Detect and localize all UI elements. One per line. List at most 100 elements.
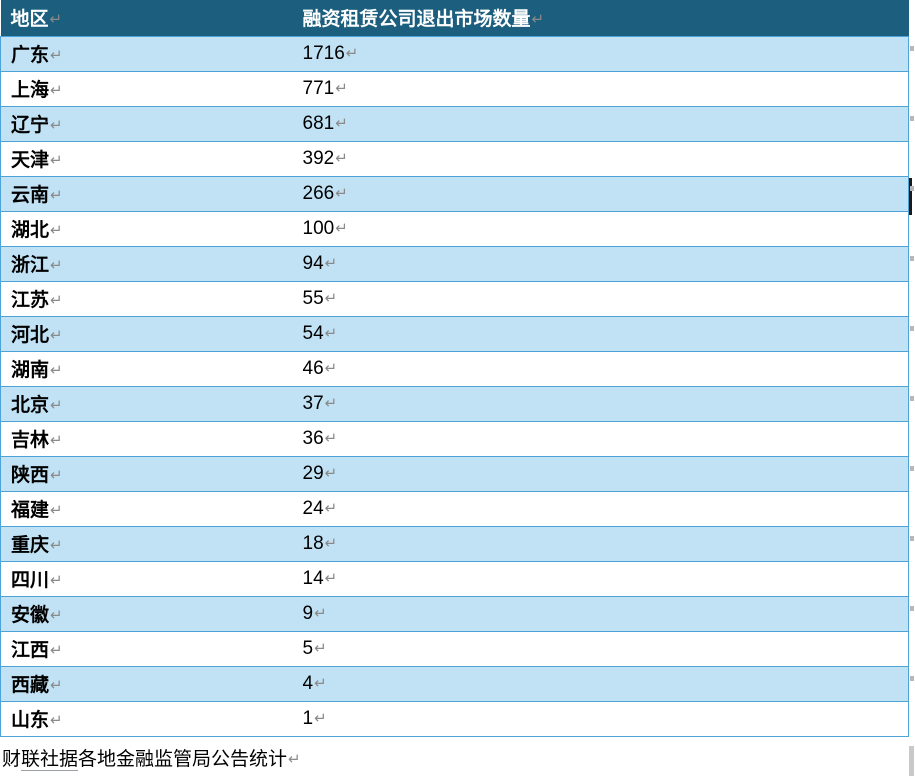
vertical-scrollbar-thumb[interactable] bbox=[909, 746, 914, 776]
cell-region-text: 上海 bbox=[11, 79, 50, 101]
cell-value[interactable]: 9↵ bbox=[292, 595, 909, 632]
paragraph-mark-icon: ↵ bbox=[50, 221, 63, 239]
cell-value-text: 29 bbox=[302, 462, 324, 484]
source-note-suffix: 各地金融监管局公告统计 bbox=[78, 748, 288, 770]
paragraph-mark-icon: ↵ bbox=[50, 46, 63, 64]
table-row: 吉林↵ 36↵ bbox=[0, 420, 909, 457]
column-header-value[interactable]: 融资租赁公司退出市场数量↵ bbox=[292, 0, 909, 36]
cell-value[interactable]: 37↵ bbox=[292, 385, 909, 422]
cell-region[interactable]: 江苏↵ bbox=[0, 280, 293, 317]
cell-region[interactable]: 重庆↵ bbox=[0, 525, 293, 562]
exit-count-table: 地区↵ 融资租赁公司退出市场数量↵ 广东↵ 1716↵ 上海↵ 771↵ 辽宁↵ 681↵… bbox=[0, 0, 909, 737]
paragraph-mark-icon: ↵ bbox=[50, 571, 63, 589]
table-header-row: 地区↵ 融资租赁公司退出市场数量↵ bbox=[0, 0, 909, 36]
paragraph-mark-icon: ↵ bbox=[335, 113, 348, 132]
paragraph-mark-icon: ↵ bbox=[50, 466, 63, 484]
paragraph-mark-icon: ↵ bbox=[345, 43, 359, 62]
cell-region-text: 安徽 bbox=[11, 604, 50, 626]
table-row: 天津↵ 392↵ bbox=[0, 140, 909, 177]
cell-region-text: 浙江 bbox=[11, 254, 50, 276]
cell-region[interactable]: 湖南↵ bbox=[0, 350, 293, 387]
table-row: 江西↵ 5↵ bbox=[0, 630, 909, 667]
cell-region[interactable]: 吉林↵ bbox=[0, 420, 293, 457]
cell-region-text: 陕西 bbox=[11, 464, 50, 486]
cell-region[interactable]: 安徽↵ bbox=[0, 595, 293, 632]
cell-value-text: 14 bbox=[302, 567, 324, 589]
table-row: 四川↵ 14↵ bbox=[0, 560, 909, 597]
cell-value[interactable]: 1↵ bbox=[292, 700, 909, 737]
cell-region[interactable]: 上海↵ bbox=[0, 70, 293, 107]
paragraph-mark-icon: ↵ bbox=[50, 641, 63, 659]
cell-region-text: 辽宁 bbox=[11, 114, 50, 136]
table-row: 湖北↵ 100↵ bbox=[0, 210, 909, 247]
cell-region[interactable]: 云南↵ bbox=[0, 175, 293, 212]
cell-value[interactable]: 54↵ bbox=[292, 315, 909, 352]
cell-region[interactable]: 山东↵ bbox=[0, 700, 293, 737]
cell-value-text: 4 bbox=[302, 672, 314, 694]
paragraph-mark-icon: ↵ bbox=[50, 326, 63, 344]
cell-value[interactable]: 29↵ bbox=[292, 455, 909, 492]
cell-value[interactable]: 266↵ bbox=[292, 175, 909, 212]
cell-region[interactable]: 江西↵ bbox=[0, 630, 293, 667]
paragraph-mark-icon: ↵ bbox=[335, 78, 348, 97]
cell-value-text: 1 bbox=[302, 707, 314, 729]
cell-region-text: 西藏 bbox=[11, 674, 50, 696]
cell-region[interactable]: 陕西↵ bbox=[0, 455, 293, 492]
cell-value[interactable]: 55↵ bbox=[292, 280, 909, 317]
cell-value[interactable]: 46↵ bbox=[292, 350, 909, 387]
cell-region-text: 山东 bbox=[11, 709, 50, 731]
cell-value[interactable]: 681↵ bbox=[292, 105, 909, 142]
column-header-region[interactable]: 地区↵ bbox=[0, 0, 293, 36]
table-row: 河北↵ 54↵ bbox=[0, 315, 909, 352]
cell-region[interactable]: 四川↵ bbox=[0, 560, 293, 597]
paragraph-mark-icon: ↵ bbox=[324, 498, 338, 517]
table-row: 西藏↵ 4↵ bbox=[0, 665, 909, 702]
paragraph-mark-icon: ↵ bbox=[50, 186, 63, 204]
cell-region[interactable]: 河北↵ bbox=[0, 315, 293, 352]
paragraph-mark-icon: ↵ bbox=[50, 501, 63, 519]
cell-value[interactable]: 392↵ bbox=[292, 140, 909, 177]
cell-value[interactable]: 94↵ bbox=[292, 245, 909, 282]
table-row: 重庆↵ 18↵ bbox=[0, 525, 909, 562]
cell-value-text: 392 bbox=[302, 147, 335, 169]
cell-value[interactable]: 5↵ bbox=[292, 630, 909, 667]
cell-value[interactable]: 24↵ bbox=[292, 490, 909, 527]
margin-tick-mark bbox=[910, 676, 914, 681]
cell-value-text: 36 bbox=[302, 427, 324, 449]
column-header-value-label: 融资租赁公司退出市场数量 bbox=[302, 8, 531, 31]
table-row: 安徽↵ 9↵ bbox=[0, 595, 909, 632]
cell-region[interactable]: 西藏↵ bbox=[0, 665, 293, 702]
paragraph-mark-icon: ↵ bbox=[314, 603, 327, 622]
cell-region[interactable]: 辽宁↵ bbox=[0, 105, 293, 142]
cell-value[interactable]: 4↵ bbox=[292, 665, 909, 702]
cell-region[interactable]: 浙江↵ bbox=[0, 245, 293, 282]
cell-region[interactable]: 天津↵ bbox=[0, 140, 293, 177]
cell-value-text: 9 bbox=[302, 602, 314, 624]
paragraph-mark-icon: ↵ bbox=[314, 708, 327, 727]
cell-value[interactable]: 14↵ bbox=[292, 560, 909, 597]
margin-tick-mark bbox=[910, 606, 914, 611]
paragraph-mark-icon: ↵ bbox=[531, 10, 545, 29]
paragraph-mark-icon: ↵ bbox=[324, 393, 338, 412]
text-cursor-caret bbox=[909, 178, 912, 215]
cell-value[interactable]: 1716↵ bbox=[292, 35, 909, 72]
paragraph-mark-icon: ↵ bbox=[324, 428, 338, 447]
paragraph-mark-icon: ↵ bbox=[50, 361, 63, 379]
cell-region[interactable]: 北京↵ bbox=[0, 385, 293, 422]
paragraph-mark-icon: ↵ bbox=[50, 676, 63, 694]
margin-tick-mark bbox=[910, 536, 914, 541]
margin-tick-mark bbox=[910, 256, 914, 261]
paragraph-mark-icon: ↵ bbox=[324, 323, 338, 342]
cell-region[interactable]: 福建↵ bbox=[0, 490, 293, 527]
cell-region[interactable]: 广东↵ bbox=[0, 35, 293, 72]
cell-value[interactable]: 36↵ bbox=[292, 420, 909, 457]
cell-region-text: 江西 bbox=[11, 639, 50, 661]
margin-tick-mark bbox=[910, 326, 914, 331]
cell-value[interactable]: 100↵ bbox=[292, 210, 909, 247]
cell-region[interactable]: 湖北↵ bbox=[0, 210, 293, 247]
cell-value[interactable]: 18↵ bbox=[292, 525, 909, 562]
table-header: 地区↵ 融资租赁公司退出市场数量↵ bbox=[0, 0, 909, 36]
cell-region-text: 河北 bbox=[11, 324, 50, 346]
cell-region-text: 福建 bbox=[11, 499, 50, 521]
cell-value[interactable]: 771↵ bbox=[292, 70, 909, 107]
